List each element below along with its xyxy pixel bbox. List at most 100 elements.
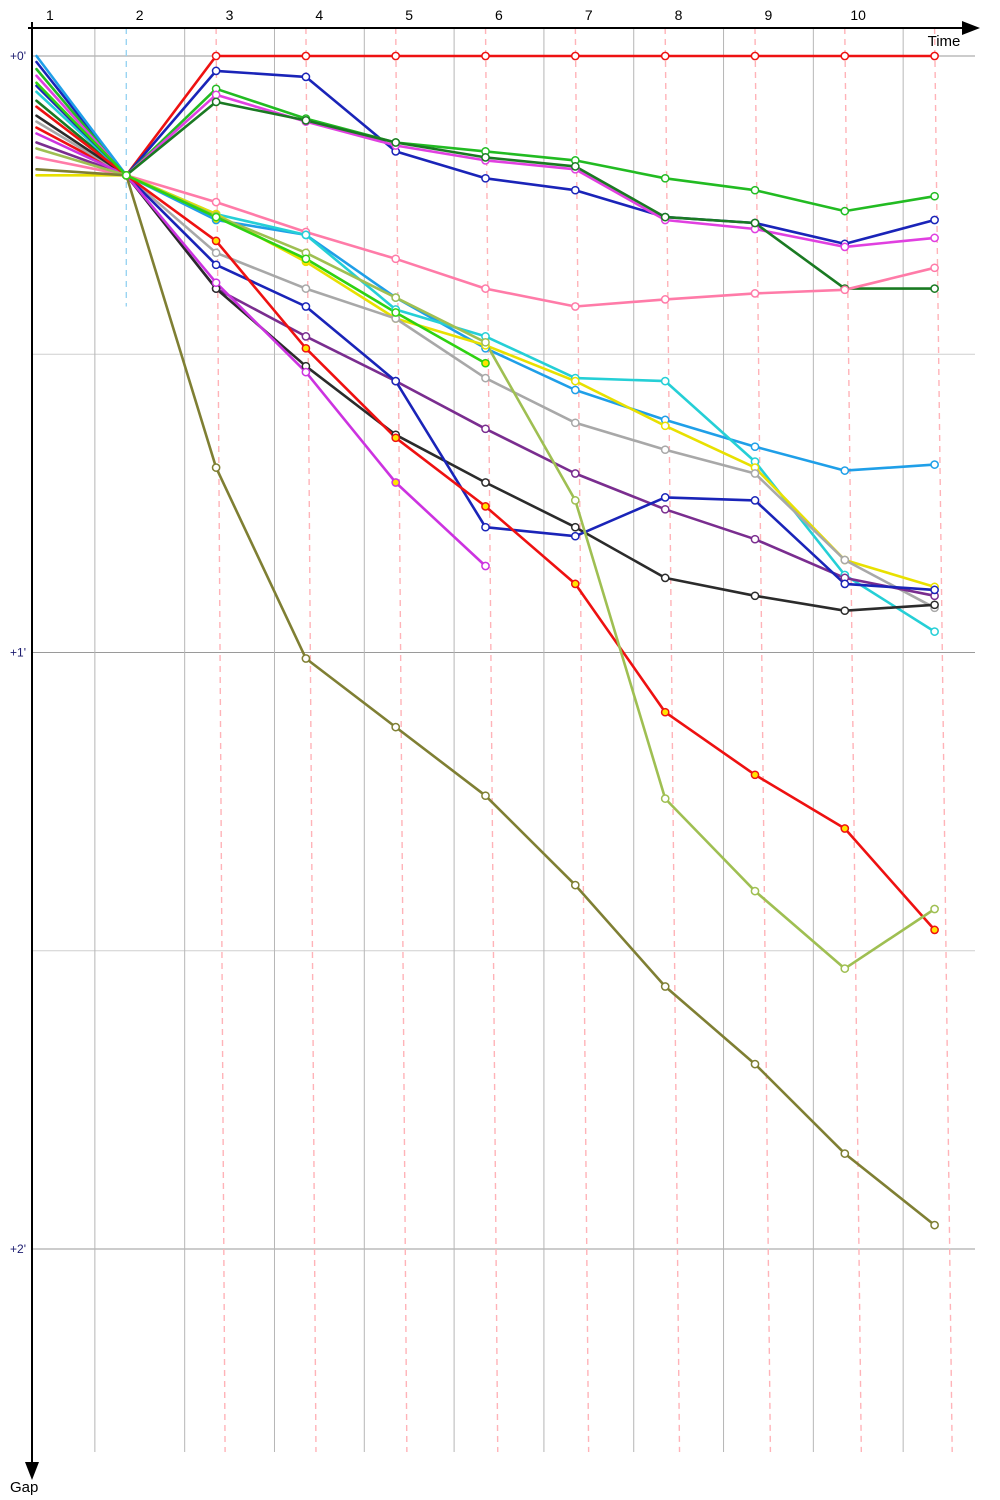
lap-marker-car-16-yellowgreen — [930, 904, 939, 914]
lap-marker-car-17-olive — [930, 1220, 939, 1230]
lap-marker-car-16-yellowgreen — [481, 337, 490, 347]
lap-marker-car-13-navy — [391, 376, 401, 386]
pit-marker-car-15-red2 — [301, 343, 311, 353]
leader-reference-line — [395, 27, 408, 1453]
pit-marker-car-15-red2 — [391, 433, 401, 443]
lap-marker-car-10-grey — [570, 418, 580, 428]
lap-marker-car-18-brightgreen2 — [121, 170, 131, 180]
lap-marker-car-01-red — [570, 51, 580, 61]
y-tick-label: +1' — [10, 646, 26, 660]
lap-marker-car-17-olive — [481, 791, 490, 801]
lap-marker-car-16-yellowgreen — [660, 794, 670, 803]
lap-marker-car-17-olive — [570, 880, 580, 890]
lap-marker-car-10-grey — [211, 248, 221, 258]
lap-marker-car-11-purple — [660, 504, 670, 514]
lap-marker-car-05-darkgreen — [301, 116, 311, 125]
lap-marker-car-17-olive — [301, 654, 311, 663]
lap-marker-car-03-brightgreen — [930, 191, 939, 201]
lap-marker-car-06-hotpink — [570, 302, 580, 311]
lap-marker-car-06-hotpink — [930, 263, 939, 273]
pit-marker-car-15-red2 — [570, 579, 580, 589]
series-line-car-17-olive — [35, 168, 936, 1227]
lap-marker-car-13-navy — [481, 522, 490, 532]
lap-marker-car-17-olive — [750, 1059, 760, 1069]
lap-marker-car-14-violet — [481, 561, 490, 571]
lap-marker-car-10-grey — [750, 469, 760, 478]
lap-marker-car-16-yellowgreen — [391, 293, 401, 302]
lap-marker-car-16-yellowgreen — [570, 496, 580, 505]
series-line-car-07-lightblue — [35, 54, 936, 472]
lap-marker-car-11-purple — [570, 469, 580, 478]
lap-marker-car-18-brightgreen2 — [301, 254, 311, 264]
lap-marker-car-16-yellowgreen — [840, 964, 850, 973]
y-tick-label: +0' — [10, 49, 26, 63]
vertical-gridlines — [94, 28, 904, 1452]
pit-marker-car-15-red2 — [660, 707, 670, 717]
lap-marker-car-01-red — [930, 51, 939, 61]
lap-marker-car-16-yellowgreen — [750, 886, 760, 896]
x-tick-label: 4 — [315, 7, 323, 23]
lap-marker-car-06-hotpink — [660, 295, 670, 304]
y-axis-title: Gap — [10, 1479, 38, 1496]
minor-horizontal-gridlines — [32, 353, 975, 952]
x-tick-label: 6 — [495, 7, 503, 23]
y-axis-tick-labels: +0' +1' +2' — [10, 49, 26, 1256]
lap-marker-car-01-red — [211, 51, 221, 61]
lap-marker-car-13-navy — [301, 302, 311, 311]
lap-marker-car-03-brightgreen — [750, 185, 760, 195]
lap-marker-car-10-grey — [660, 445, 670, 455]
lap-marker-car-08-cyan — [660, 376, 670, 386]
lap-marker-car-02-darkblue — [930, 215, 939, 225]
lap-marker-car-06-hotpink — [750, 289, 760, 298]
y-tick-label: +2' — [10, 1242, 26, 1256]
lap-marker-car-10-grey — [301, 284, 311, 293]
series-markers — [121, 51, 939, 1230]
lap-marker-car-06-hotpink — [211, 197, 221, 207]
pit-marker-car-15-red2 — [840, 824, 850, 833]
lap-marker-car-18-brightgreen2 — [211, 212, 221, 222]
pit-marker-car-15-red2 — [930, 925, 939, 935]
lap-marker-car-04-magenta — [930, 233, 939, 243]
pit-marker-car-14-violet — [391, 478, 401, 487]
lap-marker-car-02-darkblue — [211, 66, 221, 76]
lap-marker-car-04-magenta — [211, 90, 221, 100]
lap-marker-car-12-black — [750, 591, 760, 601]
series-line-car-18-brightgreen2 — [35, 81, 487, 365]
x-tick-label: 9 — [764, 7, 772, 23]
lap-marker-car-05-darkgreen — [660, 212, 670, 222]
pit-marker-car-15-red2 — [211, 236, 221, 246]
lap-marker-car-07-lightblue — [750, 442, 760, 452]
lap-marker-car-02-darkblue — [570, 185, 580, 195]
series-lines — [35, 54, 936, 1227]
lap-marker-car-02-darkblue — [481, 173, 490, 183]
x-axis-arrowhead — [962, 21, 980, 35]
axis-lines — [25, 21, 980, 1480]
x-tick-label: 5 — [405, 7, 413, 23]
lap-marker-car-11-purple — [750, 534, 760, 544]
lap-marker-car-08-cyan — [301, 230, 311, 240]
leader-reference-line — [933, 27, 953, 1453]
lap-marker-car-06-hotpink — [391, 254, 401, 264]
lap-marker-car-04-magenta — [840, 242, 850, 252]
lap-marker-car-03-brightgreen — [840, 206, 850, 216]
lap-marker-car-01-red — [840, 51, 850, 61]
lap-marker-car-05-darkgreen — [211, 97, 221, 107]
lap-marker-car-09-yellow — [570, 376, 580, 386]
x-axis-tick-labels: 1 2 3 4 5 6 7 8 9 10 — [46, 7, 866, 23]
leader-reference-line — [484, 27, 499, 1453]
lap-marker-car-05-darkgreen — [570, 162, 580, 171]
leader-reference-line — [574, 27, 590, 1453]
lap-marker-car-01-red — [481, 51, 490, 61]
lap-marker-car-11-purple — [481, 424, 490, 434]
x-axis-title: Time — [928, 33, 961, 50]
lap-marker-car-12-black — [930, 600, 939, 610]
lap-marker-car-17-olive — [840, 1149, 850, 1158]
x-tick-label: 8 — [675, 7, 683, 23]
lap-marker-car-11-purple — [301, 332, 311, 341]
x-tick-label: 1 — [46, 7, 54, 23]
lap-marker-car-05-darkgreen — [750, 218, 760, 228]
lap-marker-car-10-grey — [840, 555, 850, 565]
lap-marker-car-14-violet — [211, 278, 221, 288]
